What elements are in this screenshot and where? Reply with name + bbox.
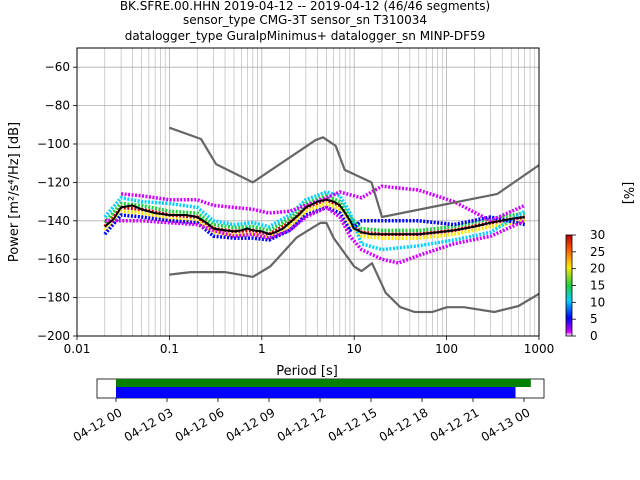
y-tick-label: −140 <box>37 214 70 228</box>
colorbar-label: [%] <box>620 182 635 205</box>
y-tick-label: −200 <box>37 329 70 343</box>
timeline-bar-psd <box>116 387 516 398</box>
timeline-tick-label: 04-12 15 <box>326 405 380 444</box>
colorbar-ticks: 0 5 10 15 20 25 30 <box>572 228 605 343</box>
psd-plot: 0.01 0.1 1 10 100 1000 −60 −80 −100 −120 −140 −160… <box>7 47 555 379</box>
colorbar: 0 5 10 15 20 25 30 [%] <box>565 182 635 343</box>
chart-title: BK.SFRE.00.HHN 2019-04-12 -- 2019-04-12 … <box>120 0 490 43</box>
x-tick-label: 0.01 <box>64 342 91 356</box>
colorbar-tick-label: 20 <box>590 262 605 276</box>
plot-background <box>77 48 539 336</box>
y-axis-label: Power [m²/s⁴/Hz] [dB] <box>7 122 22 262</box>
title-line-2: sensor_type CMG-3T sensor_sn T310034 <box>183 13 427 27</box>
colorbar-tick-label: 30 <box>590 228 605 242</box>
y-tick-label: −160 <box>37 252 70 266</box>
x-tick-label: 1000 <box>524 342 555 356</box>
x-tick-label: 0.1 <box>160 342 179 356</box>
y-tick-label: −100 <box>37 137 70 151</box>
timeline-tick-label: 04-12 18 <box>377 405 431 444</box>
title-line-1: BK.SFRE.00.HHN 2019-04-12 -- 2019-04-12 … <box>120 0 490 13</box>
timeline-tick-label: 04-12 09 <box>224 405 278 444</box>
y-tick-label: −120 <box>37 175 70 189</box>
y-axis-ticks: −60 −80 −100 −120 −140 −160 −180 −200 <box>37 60 77 343</box>
y-tick-label: −180 <box>37 291 70 305</box>
x-tick-label: 100 <box>435 342 458 356</box>
nlnm-line <box>169 221 540 314</box>
y-tick-label: −80 <box>45 99 70 113</box>
timeline-tick-label: 04-12 12 <box>275 405 329 444</box>
timeline-tick-label: 04-12 00 <box>71 405 125 444</box>
timeline-bars <box>116 379 531 398</box>
timeline-bar-data <box>116 379 531 387</box>
colorbar-tick-label: 15 <box>590 279 605 293</box>
title-line-3: datalogger_type GuralpMinimus+ datalogge… <box>125 29 486 43</box>
x-tick-label: 10 <box>347 342 362 356</box>
colorbar-tick-label: 0 <box>590 329 598 343</box>
plot-frame <box>76 47 540 337</box>
y-tick-label: −60 <box>45 60 70 74</box>
pdf-band-20 <box>103 201 525 240</box>
mode-line <box>104 198 525 236</box>
pdf-band-6 <box>103 205 526 242</box>
colorbar-tick-label: 25 <box>590 245 605 259</box>
timeline-tick-label: 04-13 00 <box>479 405 533 444</box>
x-axis-ticks: 0.01 0.1 1 10 100 1000 <box>64 336 555 356</box>
colorbar-tick-label: 5 <box>590 312 598 326</box>
timeline-tick-label: 04-12 21 <box>428 405 482 444</box>
colorbar-tick-label: 10 <box>590 295 605 309</box>
pdf-band-14 <box>103 194 525 233</box>
grid-lines <box>76 48 539 337</box>
pdf-band-2 <box>104 205 526 265</box>
colorbar-gradient <box>565 234 573 337</box>
pdf-band-2 <box>120 184 526 223</box>
x-axis-label: Period [s] <box>276 364 338 379</box>
nhnm-line <box>169 126 540 219</box>
model-lines <box>104 126 540 314</box>
timeline-tick-label: 04-12 03 <box>122 405 176 444</box>
timeline-tick-label: 04-12 06 <box>173 405 227 444</box>
x-tick-label: 1 <box>258 342 266 356</box>
